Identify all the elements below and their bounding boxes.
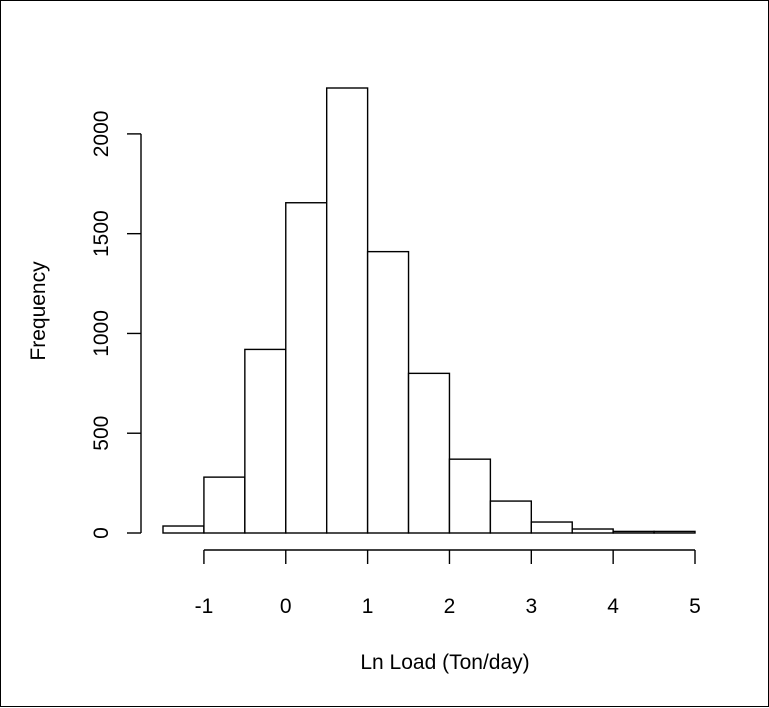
y-axis-title: Frequency	[27, 261, 50, 361]
histogram-bar	[203, 476, 246, 534]
histogram-bar	[366, 250, 410, 534]
y-tick-label: 500	[90, 416, 113, 451]
x-tick-label: 5	[689, 595, 701, 618]
y-tick-label: 1500	[90, 210, 113, 257]
histogram-bar	[489, 500, 533, 534]
x-axis: -1 0 1 2 3 4 5	[195, 549, 701, 618]
histogram-bar	[285, 202, 328, 534]
y-tick-label: 2000	[90, 111, 113, 158]
histogram-bar	[448, 458, 492, 534]
x-axis-title: Ln Load (Ton/day)	[360, 651, 529, 674]
histogram-bar	[653, 530, 696, 534]
y-tick-label: 1000	[90, 310, 113, 357]
histogram-bar	[571, 528, 614, 534]
x-tick-label: 4	[607, 595, 619, 618]
x-tick-label: -1	[195, 595, 214, 618]
x-tick-label: 0	[280, 595, 292, 618]
histogram-bars	[162, 87, 696, 534]
histogram-bar	[244, 348, 287, 534]
histogram-bar	[162, 525, 205, 534]
histogram-bar	[612, 530, 655, 534]
y-tick-label: 0	[90, 527, 113, 539]
histogram-bar	[530, 521, 573, 534]
x-tick-label: 3	[525, 595, 537, 618]
x-tick-label: 1	[362, 595, 374, 618]
histogram-bar	[407, 372, 451, 534]
histogram-bar	[325, 87, 369, 534]
x-tick-label: 2	[444, 595, 456, 618]
y-axis: 0 500 1000 1500 2000	[90, 111, 142, 539]
